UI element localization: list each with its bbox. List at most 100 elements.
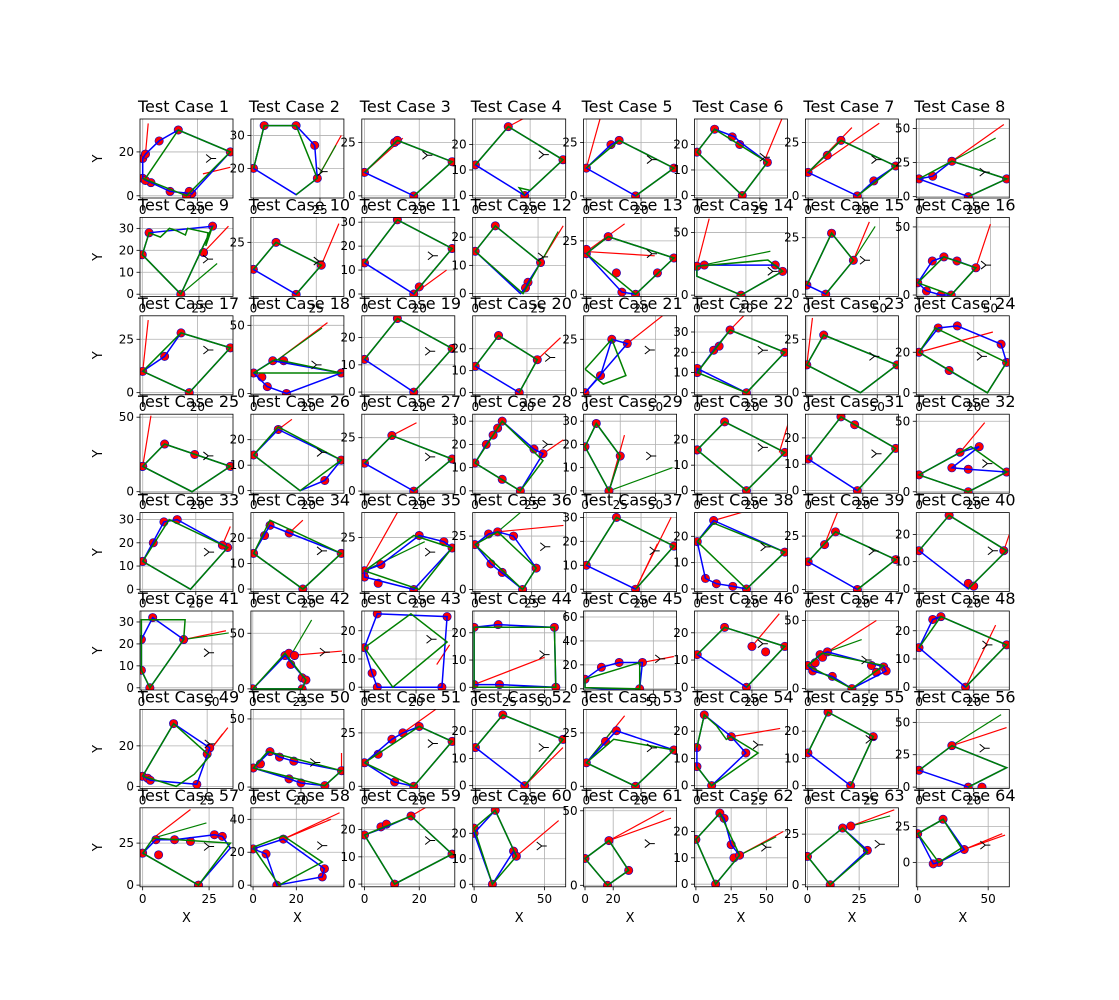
plot-area bbox=[472, 331, 561, 395]
orientation-marker bbox=[979, 167, 990, 177]
y-tick-label: 20 bbox=[451, 724, 466, 738]
y-tick-label: 0 bbox=[570, 189, 578, 203]
x-tick-label: 0 bbox=[249, 892, 257, 906]
x-tick-label: 25 bbox=[752, 203, 767, 217]
approx-polyline bbox=[696, 329, 787, 394]
x-tick-label: 20 bbox=[188, 597, 203, 611]
axes-frame bbox=[583, 709, 677, 789]
axes-background bbox=[361, 414, 455, 494]
y-tick-label: 40 bbox=[230, 812, 245, 826]
axes-background bbox=[805, 709, 899, 789]
plot-area bbox=[361, 512, 455, 592]
x-tick-label: 0 bbox=[471, 301, 479, 315]
approx-polyline bbox=[253, 358, 342, 374]
x-tick-label: 20 bbox=[412, 203, 427, 217]
orientation-marker bbox=[869, 351, 880, 361]
panel-title: Test Case 3 bbox=[359, 97, 451, 116]
y-tick-label: 20 bbox=[673, 137, 688, 151]
y-tick-label: 20 bbox=[119, 145, 134, 159]
y-tick-label: 20 bbox=[673, 529, 688, 543]
direction-ray bbox=[764, 119, 783, 161]
plot-area bbox=[250, 121, 342, 196]
y-tick-label: 20 bbox=[341, 331, 356, 345]
approx-polyline bbox=[807, 711, 875, 787]
axes-background bbox=[140, 807, 233, 887]
plot-area bbox=[472, 416, 564, 494]
panel-22: 0 20 0 10 20 30 Test Case 22 bbox=[673, 294, 793, 414]
data-point bbox=[583, 442, 590, 452]
orientation-marker bbox=[757, 345, 768, 355]
approx-polyline bbox=[252, 652, 307, 690]
plot-area bbox=[250, 223, 340, 297]
y-tick-label: 0 bbox=[903, 680, 911, 694]
y-tick-label: 10 bbox=[673, 851, 688, 865]
x-tick-label: 25 bbox=[201, 892, 216, 906]
plot-area bbox=[805, 414, 899, 494]
orientation-marker bbox=[871, 449, 882, 459]
plot-area bbox=[140, 809, 232, 887]
y-tick-label: 0 bbox=[126, 878, 134, 892]
panel-title: Test Case 42 bbox=[248, 589, 350, 608]
plot-area bbox=[583, 810, 672, 887]
y-tick-label: 10 bbox=[451, 461, 466, 475]
axes-frame bbox=[915, 118, 1010, 199]
panel-title: Test Case 4 bbox=[470, 97, 562, 116]
y-tick-label: 0 bbox=[348, 189, 356, 203]
axes-background bbox=[472, 119, 566, 198]
axes-background bbox=[361, 611, 455, 690]
axes-frame bbox=[915, 315, 1010, 396]
axes-background bbox=[583, 217, 677, 297]
axes-frame bbox=[472, 118, 567, 199]
panel-51: 0 20 0 25 Test Case 51 bbox=[341, 687, 461, 807]
x-tick-label: 20 bbox=[523, 203, 538, 217]
axes-background bbox=[583, 119, 677, 198]
y-tick-label: 20 bbox=[562, 534, 577, 548]
approx-polyline bbox=[584, 661, 641, 690]
approx-polyline bbox=[696, 420, 787, 492]
axes-frame bbox=[472, 807, 567, 888]
direction-ray-secondary bbox=[180, 263, 218, 295]
orientation-marker bbox=[761, 842, 772, 852]
approx-polyline bbox=[696, 522, 787, 591]
y-tick-label: 0 bbox=[237, 682, 245, 696]
x-tick-label: 0 bbox=[250, 400, 258, 414]
panel-title: Test Case 17 bbox=[137, 294, 239, 313]
axes-background bbox=[805, 119, 899, 198]
x-tick-label: 50 bbox=[204, 695, 219, 709]
orientation-marker bbox=[203, 547, 215, 557]
direction-ray bbox=[642, 655, 674, 664]
approx-polyline bbox=[585, 235, 676, 296]
y-tick-label: 10 bbox=[230, 458, 245, 472]
x-tick-label: 0 bbox=[250, 597, 258, 611]
y-tick-label: 20 bbox=[673, 825, 688, 839]
y-tick-label: 0 bbox=[903, 386, 911, 400]
y-tick-label: 0 bbox=[681, 188, 689, 202]
orientation-marker bbox=[424, 836, 436, 845]
panel-title: Test Case 9 bbox=[137, 195, 229, 214]
axes-background bbox=[694, 119, 788, 198]
x-tick-label: 20 bbox=[633, 793, 648, 807]
axes-frame bbox=[915, 413, 1010, 494]
y-tick-label: 20 bbox=[341, 239, 356, 253]
orientation-marker bbox=[203, 345, 214, 355]
orientation-marker bbox=[204, 739, 215, 749]
orientation-marker bbox=[987, 546, 998, 556]
axes-background bbox=[361, 119, 455, 198]
axes-frame bbox=[915, 216, 1010, 297]
approx-polyline bbox=[474, 125, 565, 196]
orientation-marker bbox=[203, 648, 215, 658]
orientation-marker bbox=[874, 839, 885, 849]
orientation-marker bbox=[982, 459, 993, 468]
y-tick-label: 10 bbox=[673, 653, 688, 667]
axes-frame bbox=[915, 610, 1010, 691]
direction-ray bbox=[402, 709, 437, 734]
y-tick-label: 20 bbox=[673, 345, 688, 359]
panel-title: Test Case 29 bbox=[581, 392, 683, 411]
orientation-marker bbox=[979, 743, 990, 753]
panel-title: Test Case 40 bbox=[913, 491, 1015, 510]
plot-area bbox=[472, 221, 564, 295]
y-tick-label: 0 bbox=[681, 582, 689, 596]
plot-area bbox=[805, 122, 899, 198]
approx-polyline bbox=[585, 738, 676, 788]
y-tick-label: 25 bbox=[784, 135, 799, 149]
